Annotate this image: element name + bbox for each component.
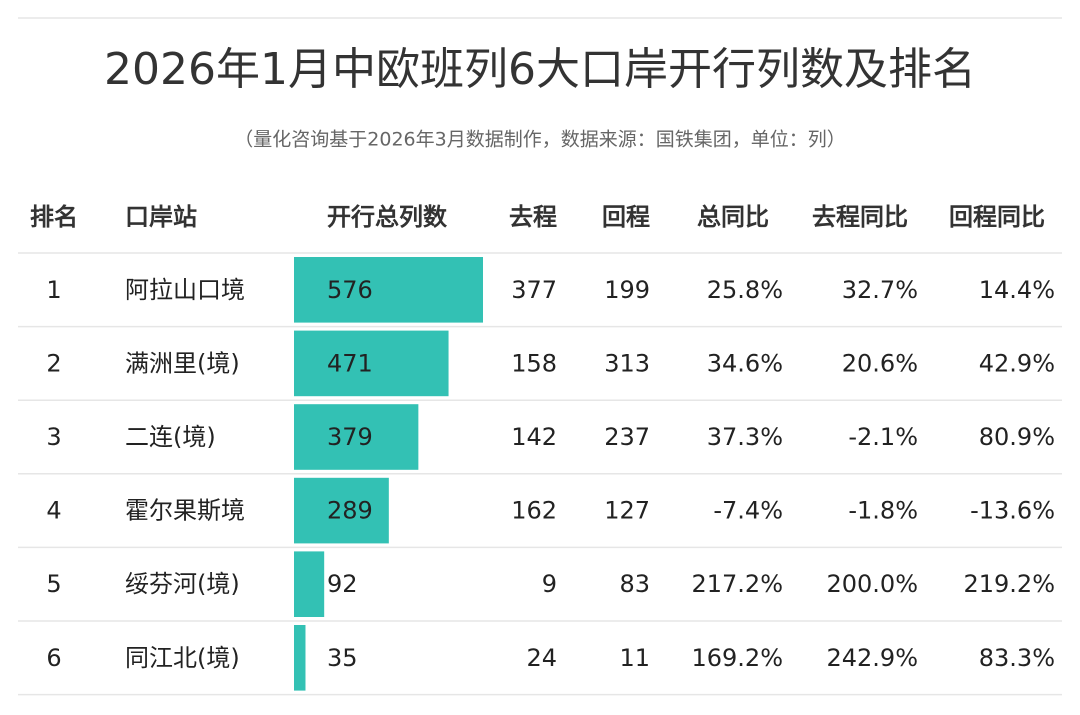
table-cell: 158 [511,349,557,377]
table-cell: 34.6% [707,349,783,377]
table-cell: 83 [619,570,650,598]
table-cell: -13.6% [970,497,1055,525]
data-bar [294,477,389,544]
column-header: 回程同比 [949,203,1045,231]
table-cell: 237 [604,423,650,451]
table-cell: 289 [327,497,373,525]
table-cell: 阿拉山口境 [125,276,245,304]
table-cell: 219.2% [963,570,1055,598]
table-cell: 127 [604,497,650,525]
table-cell: 576 [327,276,373,304]
table-cell: 11 [619,644,650,672]
column-header: 去程同比 [812,203,908,231]
table-cell: 20.6% [842,349,918,377]
table-cell: 1 [46,276,61,304]
column-header: 口岸站 [125,203,197,231]
data-bar [294,625,306,691]
table-cell: 绥芬河(境) [125,570,240,598]
table-cell: 242.9% [826,644,918,672]
table-cell: 200.0% [826,570,918,598]
column-header: 去程 [509,203,557,231]
table-cell: 9 [542,570,557,598]
table-cell: -1.8% [848,497,918,525]
column-header: 回程 [602,203,650,231]
table-cell: 霍尔果斯境 [125,497,245,525]
column-header: 开行总列数 [327,203,448,231]
table-cell: 3 [46,423,61,451]
table-cell: 199 [604,276,650,304]
table-cell: 同江北(境) [125,644,240,672]
table-cell: 377 [511,276,557,304]
table-cell: 二连(境) [125,423,216,451]
table-cell: 5 [46,570,61,598]
table-cell: 471 [327,349,373,377]
table-cell: 142 [511,423,557,451]
table-cell: 379 [327,423,373,451]
table-cell: 92 [327,570,358,598]
table-cell: 14.4% [979,276,1055,304]
table-cell: 6 [46,644,61,672]
table-cell: 32.7% [842,276,918,304]
table-cell: 2 [46,349,61,377]
data-bar [294,257,483,323]
table-cell: 313 [604,349,650,377]
table-cell: 217.2% [691,570,783,598]
table-cell: 24 [526,644,557,672]
table-cell: 37.3% [707,423,783,451]
table-cell: 25.8% [707,276,783,304]
column-header: 排名 [30,203,78,231]
table-cell: 162 [511,497,557,525]
table-cell: -7.4% [713,497,783,525]
table-cell: 4 [46,497,61,525]
subtitle: （量化咨询基于2026年3月数据制作，数据来源：国铁集团，单位：列） [234,129,845,151]
table-cell: 169.2% [691,644,783,672]
table-cell: 35 [327,644,358,672]
table-cell: 满洲里(境) [125,349,240,377]
table-cell: 42.9% [979,349,1055,377]
data-bar [294,330,449,397]
table-cell: 83.3% [979,644,1055,672]
data-bar [294,404,419,470]
table-cell: -2.1% [848,423,918,451]
data-bar [294,551,325,617]
title: 2026年1月中欧班列6大口岸开行列数及排名 [104,44,976,95]
table-cell: 80.9% [979,423,1055,451]
column-header: 总同比 [697,203,769,231]
